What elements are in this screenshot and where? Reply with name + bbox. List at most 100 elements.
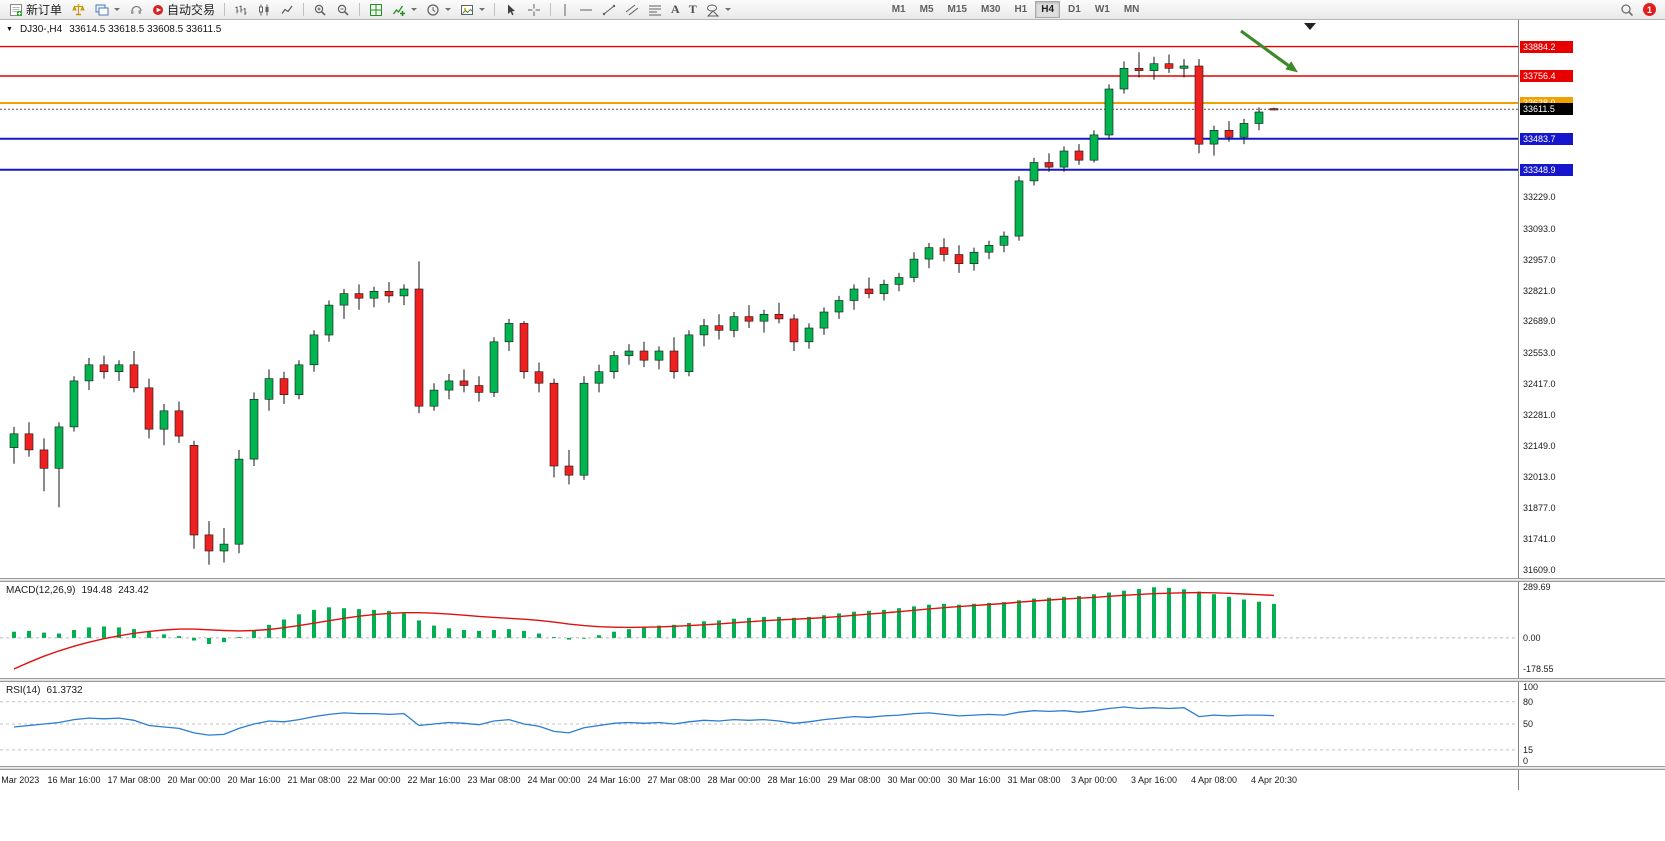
line-chart-button[interactable] (276, 0, 298, 20)
timeframe-h1-button[interactable]: H1 (1014, 4, 1028, 15)
rsi-panel[interactable]: RSI(14) 61.3732 (0, 682, 1518, 766)
macd-header: MACD(12,26,9) 194.48 243.42 (6, 585, 149, 596)
price-scale-label: 31609.0 (1523, 564, 1556, 575)
charts-window-icon (95, 3, 109, 17)
scales-button[interactable] (67, 0, 90, 20)
arrow-annotation-head (1285, 61, 1298, 73)
toolbar-separator (303, 3, 305, 16)
timeframe-d1-button[interactable]: D1 (1068, 4, 1081, 15)
time-label: 4 Apr 20:30 (1250, 775, 1298, 785)
one-click-trading-toggle[interactable]: ▼ (6, 26, 13, 33)
templates-button[interactable] (456, 0, 489, 20)
horizontal-line-button[interactable] (575, 0, 597, 20)
bar-chart-button[interactable] (230, 0, 252, 20)
time-label: 28 Mar 16:00 (767, 775, 821, 785)
macd-title: MACD(12,26,9) (6, 585, 76, 596)
new-order-button[interactable]: 新订单 (5, 0, 66, 20)
time-label: 30 Mar 16:00 (947, 775, 1001, 785)
fibonacci-button[interactable] (644, 0, 666, 20)
timeframe-w1-button[interactable]: W1 (1094, 4, 1110, 15)
price-scale-label: 0.00 (1523, 632, 1541, 643)
price-scale-label: 0 (1523, 756, 1529, 766)
toolbar-separator (224, 3, 226, 16)
clock-icon (426, 3, 440, 17)
time-label: 27 Mar 08:00 (647, 775, 701, 785)
panel-separator[interactable] (0, 766, 1665, 770)
text-tool-icon: A (671, 2, 680, 16)
channel-button[interactable] (621, 0, 643, 20)
price-axis[interactable]: 33229.0 33093.0 32957.0 32821.0 32689.0 32553… (1518, 20, 1574, 790)
channel-icon (625, 3, 639, 17)
panel-separator[interactable] (0, 678, 1665, 682)
candlestick-icon (257, 3, 271, 17)
price-scale-label: 100 (1523, 682, 1539, 692)
zoom-out-button[interactable] (332, 0, 354, 20)
price-scale-label: 50 (1523, 719, 1534, 729)
support-button[interactable] (125, 0, 147, 20)
time-axis[interactable]: 16 Mar 2023 16 Mar 16:00 17 Mar 08:00 20 Ma… (0, 770, 1518, 790)
time-label: 31 Mar 08:00 (1007, 775, 1061, 785)
time-label: 3 Apr 16:00 (1130, 775, 1178, 785)
candlestick-chart[interactable] (0, 20, 1518, 578)
autotrading-button[interactable]: 自动交易 (148, 0, 219, 20)
charts-window-button[interactable] (91, 0, 124, 20)
rsi-chart[interactable] (0, 682, 1518, 766)
trendline-button[interactable] (598, 0, 620, 20)
macd-chart[interactable] (0, 582, 1518, 678)
timeframe-m1-button[interactable]: M1 (891, 4, 906, 15)
price-scale-label: 32821.0 (1523, 286, 1556, 297)
headset-icon (129, 3, 143, 17)
search-button[interactable] (1616, 0, 1638, 20)
new-order-label: 新订单 (26, 3, 63, 17)
symbol-ohlc-line: ▼ DJ30-,H4 33614.5 33618.5 33608.5 33611… (6, 24, 221, 35)
autotrading-icon (152, 4, 164, 16)
macd-panel[interactable]: MACD(12,26,9) 194.48 243.42 (0, 582, 1518, 678)
text-button[interactable]: A (667, 0, 684, 20)
rsi-line (13, 706, 1275, 736)
caret-down-icon (411, 8, 418, 11)
timeframe-mn-button[interactable]: MN (1123, 4, 1140, 15)
macd-signal-value: 243.42 (118, 585, 149, 596)
current-price-tag: 33611.5 (1520, 103, 1573, 116)
macd-signal-line (13, 591, 1275, 670)
toolbar-separator (494, 3, 496, 16)
notification-badge[interactable]: 1 (1643, 3, 1656, 16)
cursor-icon (504, 3, 518, 17)
price-scale-label: 15 (1523, 744, 1534, 755)
toolbar: 新订单 自动交易 A T M1 M5 M15 M30 H1 H4 D1 W1 MN 1 (0, 0, 1665, 20)
rsi-value: 61.3732 (46, 685, 83, 696)
period-button[interactable] (422, 0, 455, 20)
label-tool-icon: T (688, 2, 697, 16)
rsi-title: RSI(14) (6, 685, 41, 696)
indicators-button[interactable] (388, 0, 421, 20)
crosshair-button[interactable] (523, 0, 545, 20)
zoom-in-button[interactable] (309, 0, 331, 20)
timeframe-m5-button[interactable]: M5 (919, 4, 934, 15)
caret-down-icon (479, 8, 486, 11)
toolbar-separator (550, 3, 552, 16)
hline-price-tag: 33348.9 (1520, 163, 1573, 176)
cursor-button[interactable] (500, 0, 522, 20)
label-button[interactable]: T (685, 0, 701, 20)
timeframe-h4-button[interactable]: H4 (1035, 1, 1061, 18)
candlestick-button[interactable] (253, 0, 275, 20)
shapes-button[interactable] (702, 0, 735, 20)
time-label: 20 Mar 16:00 (227, 775, 281, 785)
time-label: 24 Mar 00:00 (527, 775, 581, 785)
panel-separator[interactable] (0, 578, 1665, 582)
price-scale-label: 33093.0 (1523, 223, 1556, 234)
macd-value: 194.48 (81, 585, 113, 596)
time-label: 22 Mar 16:00 (407, 775, 461, 785)
timeframe-toolbar: M1 M5 M15 M30 H1 H4 D1 W1 MN (886, 1, 1146, 18)
timeframe-m30-button[interactable]: M30 (980, 4, 1001, 15)
price-scale-label: 33229.0 (1523, 192, 1556, 203)
main-chart-panel[interactable]: ▼ DJ30-,H4 33614.5 33618.5 33608.5 33611… (0, 20, 1518, 578)
vertical-line-button[interactable] (556, 0, 574, 20)
time-label: 20 Mar 00:00 (167, 775, 221, 785)
time-label: 29 Mar 08:00 (827, 775, 881, 785)
crosshair-icon (527, 3, 541, 17)
tile-windows-button[interactable] (365, 0, 387, 20)
time-label: 16 Mar 16:00 (47, 775, 101, 785)
timeframe-m15-button[interactable]: M15 (947, 4, 967, 15)
caret-down-icon (724, 8, 731, 11)
